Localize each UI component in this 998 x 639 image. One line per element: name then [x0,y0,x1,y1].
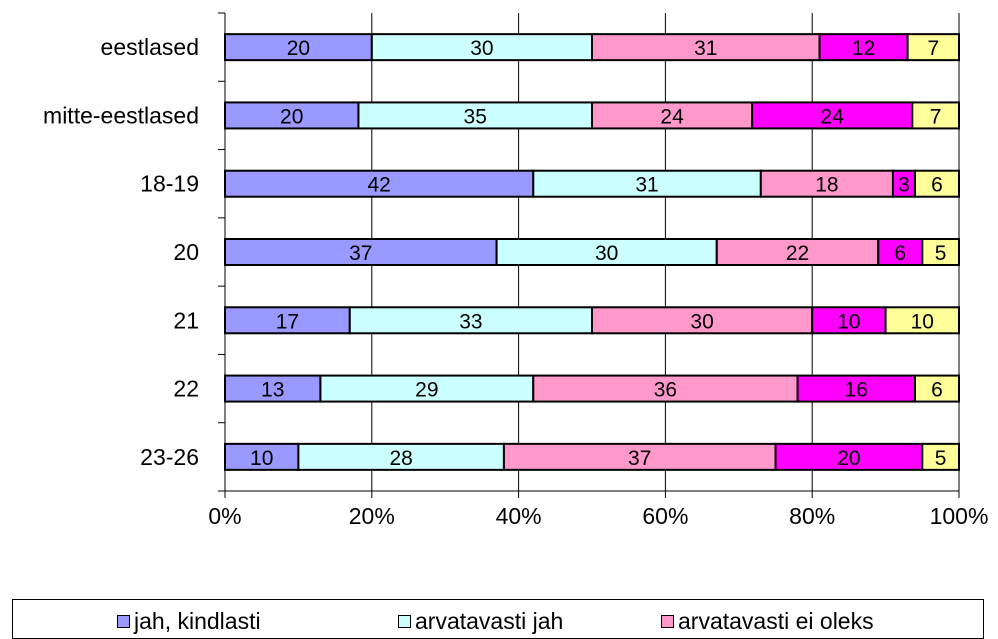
data-label: 7 [927,37,939,60]
bar-segment [357,101,594,130]
data-label: 6 [931,174,943,197]
data-label: 6 [931,379,943,402]
data-label: 13 [261,379,284,402]
data-label: 3 [898,174,910,197]
data-label: 28 [389,447,412,470]
bar-segment [532,374,799,403]
data-label: 12 [852,37,875,60]
data-label: 20 [837,447,860,470]
x-tick-label: 80% [789,503,835,529]
legend-label: jah, kindlasti [134,608,261,634]
data-label: 17 [276,310,299,333]
data-labels: 20 30 31 12 720 35 24 24 742 31 18 3 637 30 22 6 517 33 30… [250,37,946,470]
bar-segment [224,374,322,403]
data-label: 10 [837,310,860,333]
data-label: 7 [930,105,942,128]
data-label: 30 [690,310,713,333]
data-label: 24 [660,105,684,128]
category-label: 21 [173,307,199,333]
bar-segment [906,33,960,62]
x-tick-label: 40% [496,503,542,529]
legend-swatch-icon [661,615,674,628]
bar-segment [224,238,498,266]
bar-segment [715,238,880,266]
category-label: 23-26 [140,444,199,470]
data-label: 30 [470,37,493,60]
data-label: 37 [628,447,651,470]
data-label: 10 [911,310,934,333]
data-label: 5 [935,447,947,470]
category-label: eestlased [101,34,199,60]
bar-segment [502,442,777,471]
bar-segment [319,374,535,403]
data-label: 16 [845,379,868,402]
bar-segment [911,101,960,130]
data-label: 35 [464,105,487,128]
bar-segment [913,169,961,198]
data-label: 10 [250,447,273,470]
data-label: 36 [654,379,677,402]
bar-segment [884,306,960,335]
data-label: 6 [894,242,906,265]
legend-item-jah-kindlasti: jah, kindlasti [117,608,261,635]
stacked-bar-chart: 20 30 31 12 720 35 24 24 742 31 18 3 637 30 22 6 517 33 30… [43,12,989,529]
data-label: 18 [815,174,838,197]
legend-item-arvatavasti-ei-oleks: arvatavasti ei oleks [661,608,874,635]
category-label: 22 [173,376,199,402]
bar-segment [297,442,505,471]
data-label: 22 [786,242,809,265]
bar-segment [224,169,535,198]
x-tick-label: 100% [930,503,989,529]
category-label: 18-19 [140,171,199,197]
data-label: 31 [694,37,717,60]
bar-segment [591,306,814,335]
data-label: 20 [287,37,310,60]
data-label: 37 [349,242,372,265]
bar-segment [495,238,718,266]
legend-label: arvatavasti ei oleks [678,608,874,634]
legend-item-arvatavasti-jah: arvatavasti jah [398,608,563,635]
data-label: 33 [459,310,482,333]
x-tick-label: 20% [349,503,395,529]
axes: 0% 20% 40% 60% 80% 100% eestlased mitte-eestlas… [43,12,989,529]
bar-segment [877,238,924,266]
bar-segments [224,33,961,471]
data-label: 31 [635,174,658,197]
data-label: 29 [415,379,438,402]
bar-segment [921,238,960,266]
bar-segment [591,33,821,62]
legend-swatch-icon [398,615,411,628]
x-tick-label: 60% [642,503,688,529]
bar-segment [759,169,894,198]
data-label: 30 [595,242,618,265]
data-label: 24 [821,105,845,128]
data-label: 5 [935,242,947,265]
x-tick-label: 0% [208,503,241,529]
category-label: mitte-eestlased [43,102,199,128]
legend: jah, kindlasti arvatavasti jah arvatavas… [12,599,984,639]
data-label: 42 [367,174,390,197]
data-label: 20 [280,105,303,128]
bar-segment [774,442,924,471]
legend-swatch-icon [117,615,130,628]
bar-segment [811,306,887,335]
bar-segment [913,374,961,403]
category-label: 20 [173,239,199,265]
bar-segment [921,442,960,471]
legend-label: arvatavasti jah [415,608,564,634]
